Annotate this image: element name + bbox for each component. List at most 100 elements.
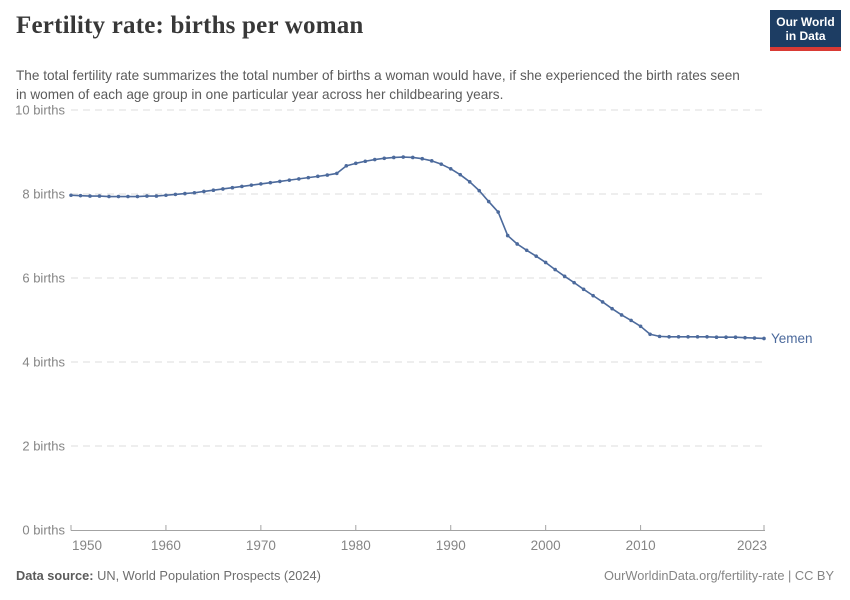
y-axis-tick-label: 0 births <box>22 523 65 538</box>
data-point <box>363 159 368 164</box>
data-point <box>486 199 491 204</box>
chart-subtitle: The total fertility rate summarizes the … <box>16 67 740 103</box>
data-point <box>619 313 624 317</box>
data-point <box>762 336 766 341</box>
x-axis-tick-label: 1950 <box>72 538 102 553</box>
data-point <box>553 267 557 272</box>
x-axis-tick-label: 2000 <box>531 538 561 553</box>
data-point <box>657 334 662 339</box>
data-point <box>629 318 633 323</box>
data-point <box>211 188 216 193</box>
data-point <box>126 194 130 199</box>
data-point <box>458 172 463 177</box>
series-line <box>70 156 765 340</box>
data-point <box>439 162 444 166</box>
data-point <box>325 173 330 177</box>
data-point <box>401 155 406 159</box>
data-point <box>429 159 434 163</box>
data-point <box>97 194 102 198</box>
data-point <box>183 191 187 196</box>
data-point <box>543 260 548 265</box>
data-source-label: Data source: <box>16 568 94 583</box>
data-point <box>733 335 738 340</box>
data-point <box>344 164 349 168</box>
data-point <box>316 174 320 179</box>
data-point <box>600 300 605 304</box>
data-point <box>335 171 339 176</box>
owid-logo[interactable]: Our World in Data <box>770 10 841 51</box>
data-point <box>496 210 500 214</box>
owid-logo-line2: in Data <box>785 29 826 43</box>
series-end-label: Yemen <box>771 331 813 346</box>
x-axis-tick-label: 2010 <box>626 538 656 553</box>
data-point <box>145 194 149 198</box>
data-point <box>610 306 614 311</box>
data-point <box>515 242 519 246</box>
data-point <box>230 185 235 190</box>
chart-footer: Data source: UN, World Population Prospe… <box>16 568 834 583</box>
data-point <box>173 192 178 197</box>
data-point <box>724 335 728 340</box>
data-point <box>705 335 709 339</box>
data-point <box>524 248 529 253</box>
x-axis-tick-label: 1960 <box>151 538 181 553</box>
data-point <box>648 332 652 337</box>
data-point <box>686 335 690 339</box>
data-point <box>287 178 292 182</box>
data-source-value: UN, World Population Prospects (2024) <box>93 568 321 583</box>
x-axis-tick-label: 1970 <box>246 538 276 553</box>
data-point <box>221 187 225 191</box>
data-point <box>192 190 197 195</box>
owid-logo-line1: Our World <box>776 15 835 29</box>
y-axis-tick-label: 6 births <box>22 271 65 286</box>
data-point <box>372 157 377 162</box>
x-axis-tick-label: 1980 <box>341 538 371 553</box>
data-point <box>562 274 567 279</box>
x-axis-tick-label: 2023 <box>737 538 767 553</box>
data-point <box>164 193 168 198</box>
data-point <box>581 287 586 292</box>
data-point <box>752 336 757 340</box>
data-point <box>676 335 681 339</box>
data-point <box>638 324 643 329</box>
data-point <box>78 193 83 198</box>
y-axis-tick-label: 8 births <box>22 187 65 202</box>
y-axis-tick-label: 10 births <box>15 103 65 118</box>
data-point <box>410 155 415 160</box>
data-point <box>154 194 159 198</box>
data-point <box>268 180 273 185</box>
data-point <box>297 177 301 181</box>
data-point <box>572 280 576 285</box>
data-point <box>420 156 425 161</box>
data-point <box>306 175 311 180</box>
data-point <box>259 182 263 186</box>
data-point <box>249 183 254 187</box>
credit-link[interactable]: OurWorldinData.org/fertility-rate | CC B… <box>604 568 834 583</box>
data-point <box>505 233 510 238</box>
data-point <box>135 194 140 199</box>
data-point <box>391 155 396 160</box>
data-point <box>69 193 73 198</box>
data-source: Data source: UN, World Population Prospe… <box>16 568 321 583</box>
page-title: Fertility rate: births per woman <box>16 12 364 39</box>
data-point <box>667 335 671 339</box>
data-point <box>353 161 358 166</box>
data-point <box>467 180 472 184</box>
data-point <box>382 156 387 161</box>
data-point <box>107 194 111 199</box>
x-axis-tick-label: 1990 <box>436 538 466 553</box>
data-point <box>202 189 206 194</box>
data-point <box>534 254 538 258</box>
y-axis-tick-label: 4 births <box>22 355 65 370</box>
data-point <box>278 179 282 184</box>
data-point <box>116 194 121 199</box>
data-point <box>695 335 700 339</box>
data-point <box>240 184 244 189</box>
data-point <box>477 188 482 193</box>
data-point <box>591 293 595 298</box>
y-axis-tick-label: 2 births <box>22 439 65 454</box>
data-point <box>448 167 453 171</box>
data-point <box>88 194 92 198</box>
